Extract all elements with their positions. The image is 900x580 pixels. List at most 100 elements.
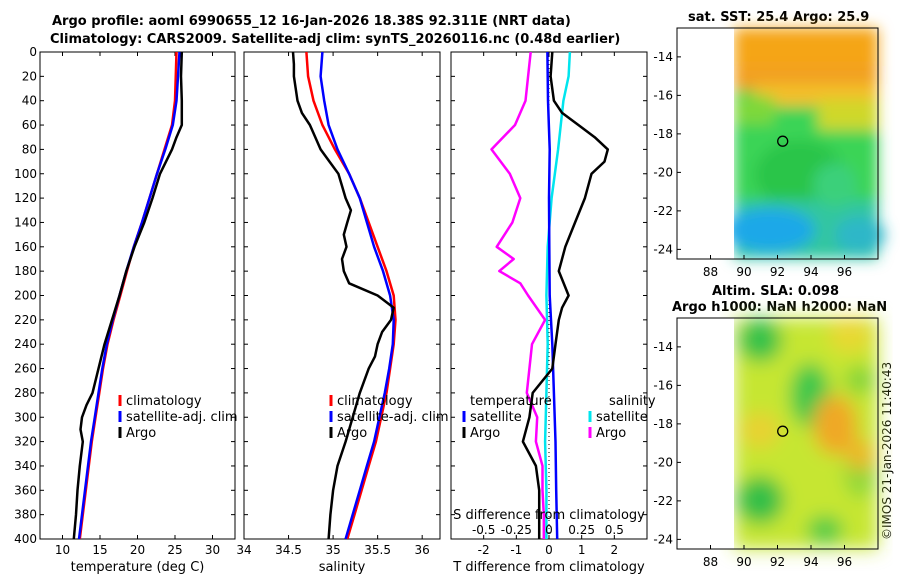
salinity-satellite-line (319, 52, 395, 539)
salinity-diff-satellite-line (543, 52, 572, 539)
y-tick-label: 160 (14, 240, 37, 254)
salinity-lines (291, 52, 397, 539)
sst-map-title: sat. SST: 25.4 Argo: 25.9 (688, 10, 870, 25)
salinity-panel (243, 51, 441, 540)
y-tick-label: 180 (14, 264, 37, 278)
x-tick-label: 15 (92, 543, 107, 557)
map-x-tick-label: 96 (837, 265, 852, 279)
map-y-tick-label: -18 (653, 417, 673, 431)
x-tick-label: 30 (205, 543, 220, 557)
map-y-tick-label: -16 (653, 378, 673, 392)
x-tick-label: 36 (415, 543, 430, 557)
legend-title-temperature: temperature (470, 394, 552, 409)
y-tick-label: 340 (14, 459, 37, 473)
y-tick-label: 20 (22, 69, 37, 83)
map-x-tick-label: 92 (770, 555, 785, 569)
temperature-diff-satellite-line (546, 52, 559, 539)
y-tick-label: 300 (14, 410, 37, 424)
sla-map: 88 90 92 94 96 -14 -16 -18 -20 -22 -24 (653, 317, 879, 569)
y-tick-label: 140 (14, 215, 37, 229)
y-tick-label: 40 (22, 94, 37, 108)
y-tick-label: 280 (14, 386, 37, 400)
y-tick-label: 120 (14, 191, 37, 205)
legend-label: satellite-adj. clim (126, 410, 238, 425)
salinity-argo-line (291, 52, 395, 539)
x-tick-label: 34 (236, 543, 251, 557)
s-axis-label: S difference from climatology (453, 508, 645, 523)
salinity-plot: 34 34.5 35 35.5 36 salinity climatologysatelli… (236, 51, 449, 575)
map-y-tick-label: -16 (653, 88, 673, 102)
map-y-tick-label: -14 (653, 340, 673, 354)
sst-field (725, 28, 885, 259)
y-tick-label: 200 (14, 289, 37, 303)
main-title-line1: Argo profile: aoml 6990655_12 16-Jan-202… (52, 14, 571, 29)
sst-map: 88 90 92 94 96 -14 -16 -18 -20 -22 -24 (653, 27, 885, 279)
legend-label: satellite (596, 410, 648, 425)
x-tick-label: 1 (578, 543, 586, 557)
legend-label: Argo (470, 426, 500, 441)
map-x-tick-label: 88 (703, 265, 718, 279)
sst-float-marker (777, 135, 789, 147)
temperature-diff-argo-line (521, 52, 610, 539)
map-x-tick-label: 96 (837, 555, 852, 569)
x-axis-label: salinity (319, 560, 366, 575)
x-tick-label: 34.5 (275, 543, 302, 557)
y-tick-label: 320 (14, 435, 37, 449)
x-tick-label: 10 (55, 543, 70, 557)
temperature-panel (39, 51, 236, 540)
y-tick-label: 80 (22, 142, 37, 156)
s-tick-label: -0.5 (472, 523, 495, 537)
sla-field (734, 317, 878, 549)
x-axis-label: temperature (deg C) (71, 560, 205, 575)
y-tick-label: 0 (29, 45, 37, 59)
sla-float-marker (777, 425, 789, 437)
x-tick-label: -2 (478, 543, 490, 557)
map-x-tick-label: 90 (736, 555, 751, 569)
y-tick-label: 260 (14, 362, 37, 376)
map-y-tick-label: -20 (653, 455, 673, 469)
legend-label: satellite-adj. clim (337, 410, 449, 425)
x-tick-label: 35 (325, 543, 340, 557)
x-axis-label: T difference from climatology (452, 560, 645, 575)
legend-title-salinity: salinity (609, 394, 656, 409)
x-tick-label: 20 (130, 543, 145, 557)
map-y-tick-label: -14 (653, 50, 673, 64)
temperature-plot: 0 20 40 60 80 100 120 140 160 180 200 220 240 260 280 3… (14, 45, 238, 575)
x-tick-label: 2 (611, 543, 619, 557)
y-tick-label: 220 (14, 313, 37, 327)
map-x-tick-label: 92 (770, 265, 785, 279)
temperature-lines (72, 52, 184, 539)
map-x-tick-label: 90 (736, 265, 751, 279)
legend-label: climatology (126, 394, 202, 409)
legend-label: climatology (337, 394, 413, 409)
temperature-argo-line (72, 52, 184, 539)
salinity-climatology-line (305, 52, 397, 539)
salinity-diff-argo-line (490, 52, 547, 539)
sla-map-title-line1: Altim. SLA: 0.098 (712, 284, 839, 299)
map-y-tick-label: -22 (653, 204, 673, 218)
map-x-tick-label: 88 (703, 555, 718, 569)
y-tick-label: 60 (22, 118, 37, 132)
s-tick-label: -0.25 (501, 523, 532, 537)
y-tick-label: 240 (14, 337, 37, 351)
s-tick-label: 0.5 (605, 523, 624, 537)
s-tick-label: 0 (545, 523, 553, 537)
main-title-line2: Climatology: CARS2009. Satellite-adj cli… (50, 32, 621, 47)
difference-plot: -2 -1 0 1 2 T difference from climatology S di… (451, 51, 656, 575)
map-y-tick-label: -20 (653, 165, 673, 179)
map-y-tick-label: -18 (653, 127, 673, 141)
legend-label: Argo (126, 426, 156, 441)
map-y-tick-label: -22 (653, 494, 673, 508)
difference-lines (490, 52, 610, 539)
x-tick-label: 0 (545, 543, 553, 557)
map-y-tick-label: -24 (653, 242, 673, 256)
legend-label: satellite (470, 410, 522, 425)
x-tick-label: 35.5 (364, 543, 391, 557)
x-tick-label: -1 (510, 543, 522, 557)
map-x-tick-label: 94 (803, 265, 818, 279)
y-tick-label: 100 (14, 167, 37, 181)
map-x-tick-label: 94 (803, 555, 818, 569)
x-tick-label: 25 (167, 543, 182, 557)
legend-label: Argo (596, 426, 626, 441)
